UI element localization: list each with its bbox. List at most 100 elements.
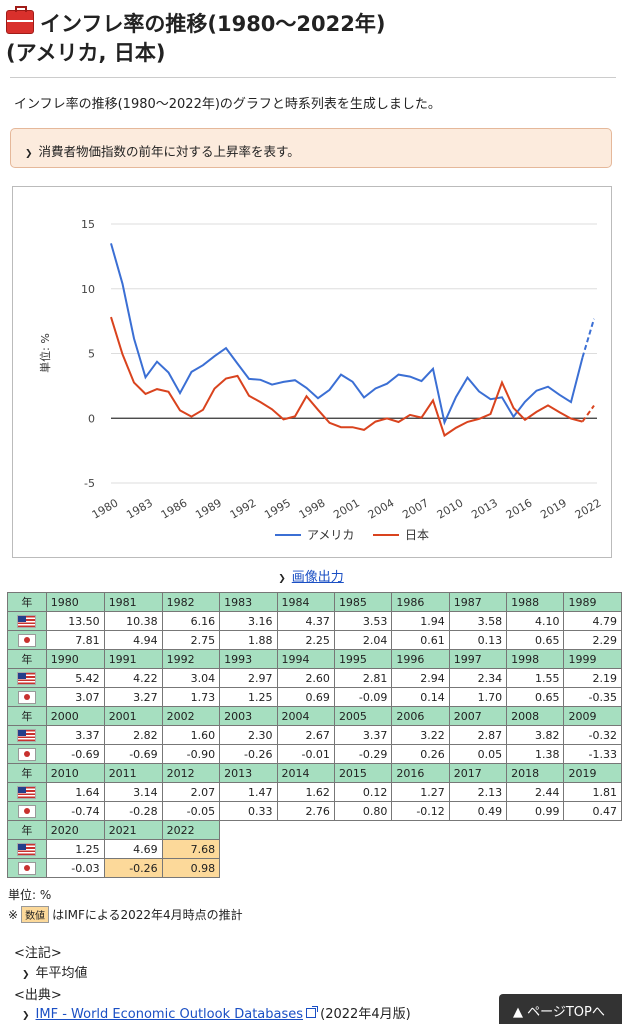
source-item: ❯ IMF - World Economic Outlook Databases …	[22, 1003, 411, 1022]
table-cell: 2.82	[103, 725, 163, 745]
table-cell: 4.69	[103, 839, 163, 859]
footnote-heading: <注記>	[14, 946, 62, 961]
table-row: 1.25 4.69 7.68	[7, 839, 622, 859]
page-top-button[interactable]: ▲ ページTOPへ	[499, 994, 622, 1024]
table-row: -0.74 -0.28 -0.05 0.33 2.76 0.80 -0.12 0.49 0.99…	[7, 801, 622, 821]
estimate-note-text: はIMFによる2022年4月時点の推計	[52, 908, 243, 922]
table-cell: 2.87	[448, 725, 508, 745]
table-cell: 2.19	[563, 668, 622, 688]
y-tick-label: 0	[88, 412, 95, 425]
table-cell: 10.38	[103, 611, 163, 631]
table-cell: -0.74	[45, 801, 105, 821]
table-cell: 1.27	[391, 782, 450, 802]
table-cell: 0.98	[161, 858, 221, 878]
table-cell: -0.29	[333, 744, 393, 764]
table-row: 1.64 3.14 2.07 1.47 1.62 0.12 1.27 2.13 2.44 1.81	[7, 782, 622, 802]
year-header: 2004	[276, 706, 335, 726]
inflation-chart: -5 0 5 10 15 単位: % 1980 1983 1986 1989 1992 1995 199…	[38, 218, 604, 542]
country-flag-cell	[7, 801, 47, 821]
year-header: 1983	[219, 592, 278, 612]
year-header: 1984	[276, 592, 335, 612]
table-row: 年 1990 1991 1992 1993 1994 1995 1996 1997 1998 199…	[7, 649, 622, 669]
x-tick-label: 2016	[504, 496, 535, 521]
table-cell: -0.01	[276, 744, 335, 764]
table-cell: 3.07	[45, 687, 105, 707]
table-cell: 4.22	[103, 668, 163, 688]
usa-flag-icon	[17, 728, 37, 742]
table-cell: 1.88	[219, 630, 278, 650]
table-cell: -0.12	[391, 801, 450, 821]
table-cell: 3.37	[333, 725, 393, 745]
source-link[interactable]: IMF - World Economic Outlook Databases	[35, 1007, 304, 1022]
country-flag-cell	[7, 611, 47, 631]
table-cell: 0.14	[391, 687, 450, 707]
year-header: 1990	[45, 649, 105, 669]
x-tick-label: 1998	[297, 496, 328, 521]
table-cell: 2.60	[276, 668, 335, 688]
year-header-label: 年	[7, 763, 47, 783]
japan-flag-icon	[17, 861, 36, 875]
year-header: 1985	[333, 592, 393, 612]
table-cell: 2.29	[563, 630, 622, 650]
table-cell: 2.76	[276, 801, 335, 821]
table-row: 年 2020 2021 2022	[7, 820, 622, 840]
table-cell: 4.37	[276, 611, 335, 631]
table-row: 13.50 10.38 6.16 3.16 4.37 3.53 1.94 3.58 4.10 4.…	[7, 611, 622, 631]
table-cell: -0.32	[563, 725, 622, 745]
year-header: 2000	[45, 706, 105, 726]
table-row: 年 1980 1981 1982 1983 1984 1985 1986 1987 1988 198…	[7, 592, 622, 612]
table-cell: 0.69	[276, 687, 335, 707]
table-cell: 0.80	[333, 801, 393, 821]
year-header: 1994	[276, 649, 335, 669]
table-row: 3.07 3.27 1.73 1.25 0.69 -0.09 0.14 1.70 0.65 -0.…	[7, 687, 622, 707]
series-line	[110, 243, 584, 426]
year-header-label: 年	[7, 706, 47, 726]
country-flag-cell	[7, 839, 47, 859]
table-cell: 1.55	[506, 668, 565, 688]
table-cell: 2.94	[391, 668, 450, 688]
table-cell: 2.97	[219, 668, 278, 688]
x-tick-label: 2022	[573, 496, 604, 521]
unit-label: 単位: %	[8, 888, 52, 902]
y-tick-label: -5	[84, 477, 95, 490]
table-cell: 1.81	[563, 782, 622, 802]
table-cell: 2.75	[161, 630, 221, 650]
data-table: 年 1980 1981 1982 1983 1984 1985 1986 1987 1988 198…	[7, 592, 622, 878]
table-cell: 1.38	[506, 744, 565, 764]
table-cell: 1.25	[219, 687, 278, 707]
year-header: 2016	[391, 763, 450, 783]
table-cell: 3.04	[161, 668, 221, 688]
table-cell: 1.25	[45, 839, 105, 859]
year-header: 1987	[448, 592, 508, 612]
year-header: 1980	[45, 592, 105, 612]
year-header: 2001	[103, 706, 163, 726]
image-output-link[interactable]: 画像出力	[291, 570, 344, 585]
page-title: インフレ率の推移(1980〜2022年) (アメリカ, 日本)	[6, 6, 616, 68]
x-tick-label: 1980	[90, 496, 121, 521]
table-cell: 2.07	[161, 782, 221, 802]
country-flag-cell	[7, 744, 47, 764]
table-cell: 0.33	[219, 801, 278, 821]
year-header: 1998	[506, 649, 565, 669]
year-header: 2003	[219, 706, 278, 726]
title-line2: (アメリカ, 日本)	[6, 41, 166, 65]
table-cell: 0.47	[563, 801, 622, 821]
year-header: 2012	[161, 763, 221, 783]
table-cell: 0.26	[391, 744, 450, 764]
usa-flag-icon	[17, 842, 37, 856]
table-cell: 1.60	[161, 725, 221, 745]
x-tick-label: 2019	[538, 496, 569, 521]
x-tick-label: 2001	[331, 496, 362, 521]
year-header: 1992	[161, 649, 221, 669]
table-cell: 4.10	[506, 611, 565, 631]
table-cell: 1.70	[448, 687, 508, 707]
table-row: 7.81 4.94 2.75 1.88 2.25 2.04 0.61 0.13 0.65 2.29	[7, 630, 622, 650]
table-cell: 2.30	[219, 725, 278, 745]
year-header: 2009	[563, 706, 622, 726]
table-cell: 3.37	[45, 725, 105, 745]
year-header: 2005	[333, 706, 393, 726]
year-header: 2018	[506, 763, 565, 783]
japan-flag-icon	[17, 633, 36, 647]
table-row: 年 2010 2011 2012 2013 2014 2015 2016 2017 2018 201…	[7, 763, 622, 783]
series-line	[110, 316, 583, 438]
